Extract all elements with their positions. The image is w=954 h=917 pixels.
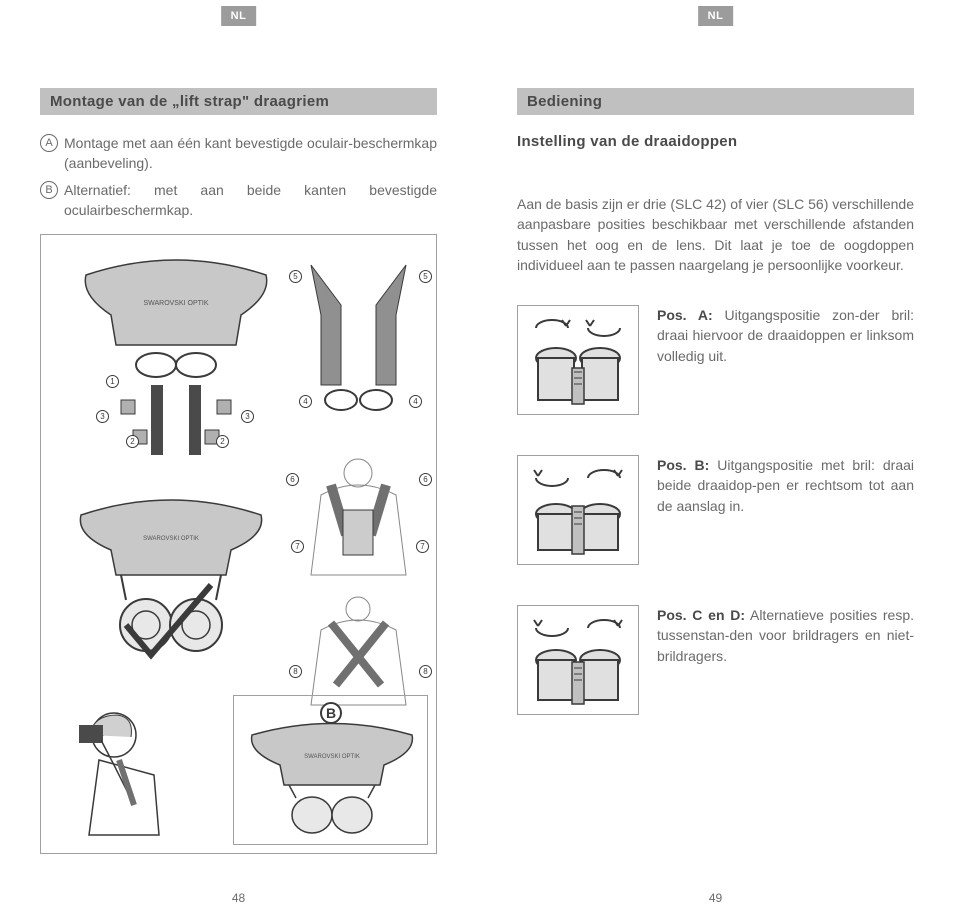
pos-cd-figure: [517, 605, 639, 715]
marker-a: A: [40, 134, 58, 152]
section-heading-right: Bediening: [517, 88, 914, 115]
text-b: Alternatief: met aan beide kanten bevest…: [64, 180, 437, 221]
num-8r: 8: [419, 665, 432, 678]
eyecup-cd-icon: [518, 606, 638, 716]
svg-text:SWAROVSKI OPTIK: SWAROVSKI OPTIK: [143, 300, 208, 307]
list-item-a: A Montage met aan één kant bevestigde oc…: [40, 133, 437, 174]
pos-cd-label: Pos. C en D:: [657, 607, 745, 623]
strap-step-45: [291, 255, 426, 415]
pos-cd-text: Pos. C en D: Alternatieve posities resp.…: [657, 605, 914, 666]
person-using: [59, 705, 209, 845]
figure-b-box: B SWAROVSKI OPTIK: [233, 695, 428, 845]
page-number-right: 49: [709, 891, 722, 905]
num-5r: 5: [419, 270, 432, 283]
pos-b-figure: [517, 455, 639, 565]
eyecup-b-icon: [518, 456, 638, 566]
strap-check: SWAROVSKI OPTIK: [71, 495, 271, 695]
num-6r: 6: [419, 473, 432, 486]
intro-text: Aan de basis zijn er drie (SLC 42) of vi…: [517, 194, 914, 275]
num-7r: 7: [416, 540, 429, 553]
sub-heading: Instelling van de draaidoppen: [517, 133, 914, 150]
lang-badge-left: NL: [221, 6, 257, 26]
pos-a-figure: [517, 305, 639, 415]
torso-front: [291, 455, 426, 585]
svg-text:SWAROVSKI OPTIK: SWAROVSKI OPTIK: [304, 754, 360, 760]
pos-a-text: Pos. A: Uitgangspositie zon-der bril: dr…: [657, 305, 914, 366]
pos-a-label: Pos. A:: [657, 307, 713, 323]
pos-b-label: Pos. B:: [657, 457, 709, 473]
page-number-left: 48: [232, 891, 245, 905]
lang-badge-right: NL: [698, 6, 734, 26]
pos-b-text: Pos. B: Uitgangspositie met bril: draai …: [657, 455, 914, 516]
text-a: Montage met aan één kant bevestigde ocul…: [64, 133, 437, 174]
strap-diagram-a: SWAROVSKI OPTIK: [71, 255, 281, 475]
section-heading-left: Montage van de „lift strap" draagriem: [40, 88, 437, 115]
pos-cd-row: Pos. C en D: Alternatieve posities resp.…: [517, 605, 914, 715]
eyecup-a-icon: [518, 306, 638, 416]
strap-diagram-b: SWAROVSKI OPTIK: [244, 720, 419, 840]
pos-a-row: Pos. A: Uitgangspositie zon-der bril: dr…: [517, 305, 914, 415]
svg-text:SWAROVSKI OPTIK: SWAROVSKI OPTIK: [143, 536, 199, 542]
marker-b: B: [40, 181, 58, 199]
right-page: NL Bediening Instelling van de draaidopp…: [477, 0, 954, 917]
left-page: NL Montage van de „lift strap" draagriem…: [0, 0, 477, 917]
pos-b-row: Pos. B: Uitgangspositie met bril: draai …: [517, 455, 914, 565]
assembly-figure: A SWAROVSKI OPTIK 1 2 2 3 3 5 5 4 4: [40, 234, 437, 854]
list-item-b: B Alternatief: met aan beide kanten beve…: [40, 180, 437, 221]
